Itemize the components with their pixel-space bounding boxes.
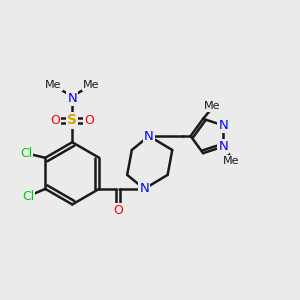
Text: O: O — [50, 114, 60, 127]
Text: O: O — [84, 114, 94, 127]
Text: Me: Me — [45, 80, 62, 90]
Text: N: N — [218, 119, 228, 132]
Text: Cl: Cl — [20, 147, 32, 160]
Text: Me: Me — [204, 101, 221, 111]
Text: O: O — [113, 204, 123, 217]
Text: N: N — [144, 130, 154, 142]
Text: N: N — [140, 182, 149, 195]
Text: Cl: Cl — [22, 190, 34, 203]
Text: Me: Me — [82, 80, 99, 90]
Text: N: N — [218, 140, 228, 153]
Text: Me: Me — [223, 156, 239, 166]
Text: N: N — [68, 92, 77, 105]
Text: S: S — [67, 113, 77, 128]
